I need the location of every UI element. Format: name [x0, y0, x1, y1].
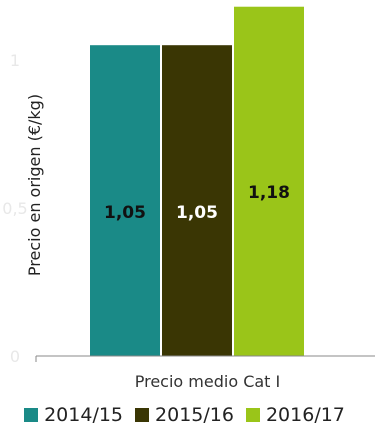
y-axis-label: Precio en origen (€/kg) — [25, 94, 44, 276]
data-label-2016-17: 1,18 — [248, 183, 290, 203]
legend-swatch-2016-17 — [245, 408, 260, 422]
data-label-2014-15: 1,05 — [104, 203, 146, 223]
legend-label-2015-16: 2015/16 — [155, 404, 234, 426]
y-tick-label: 1 — [10, 51, 20, 70]
data-label-2015-16: 1,05 — [176, 203, 218, 223]
legend-swatch-2015-16 — [135, 408, 150, 422]
x-category-label: Precio medio Cat I — [134, 372, 281, 391]
y-tick-label: 0 — [10, 347, 20, 366]
legend: 2014/15 2015/16 2016/17 — [0, 402, 375, 428]
bar-2015-16 — [162, 45, 232, 356]
legend-item-2015-16: 2015/16 — [135, 404, 234, 426]
legend-label-2016-17: 2016/17 — [265, 404, 345, 426]
legend-label-2014-15: 2014/15 — [44, 404, 124, 426]
bar-2014-15 — [90, 45, 160, 356]
bar-chart: Precio en origen (€/kg) 0 0,5 1 1,05 1,05 1,… — [2, 6, 375, 366]
legend-swatch-2014-15 — [24, 408, 39, 422]
y-tick-label: 0,5 — [2, 199, 27, 218]
bar-2016-17 — [234, 6, 304, 356]
legend-item-2016-17: 2016/17 — [245, 404, 345, 426]
legend-item-2014-15: 2014/15 — [24, 404, 123, 426]
